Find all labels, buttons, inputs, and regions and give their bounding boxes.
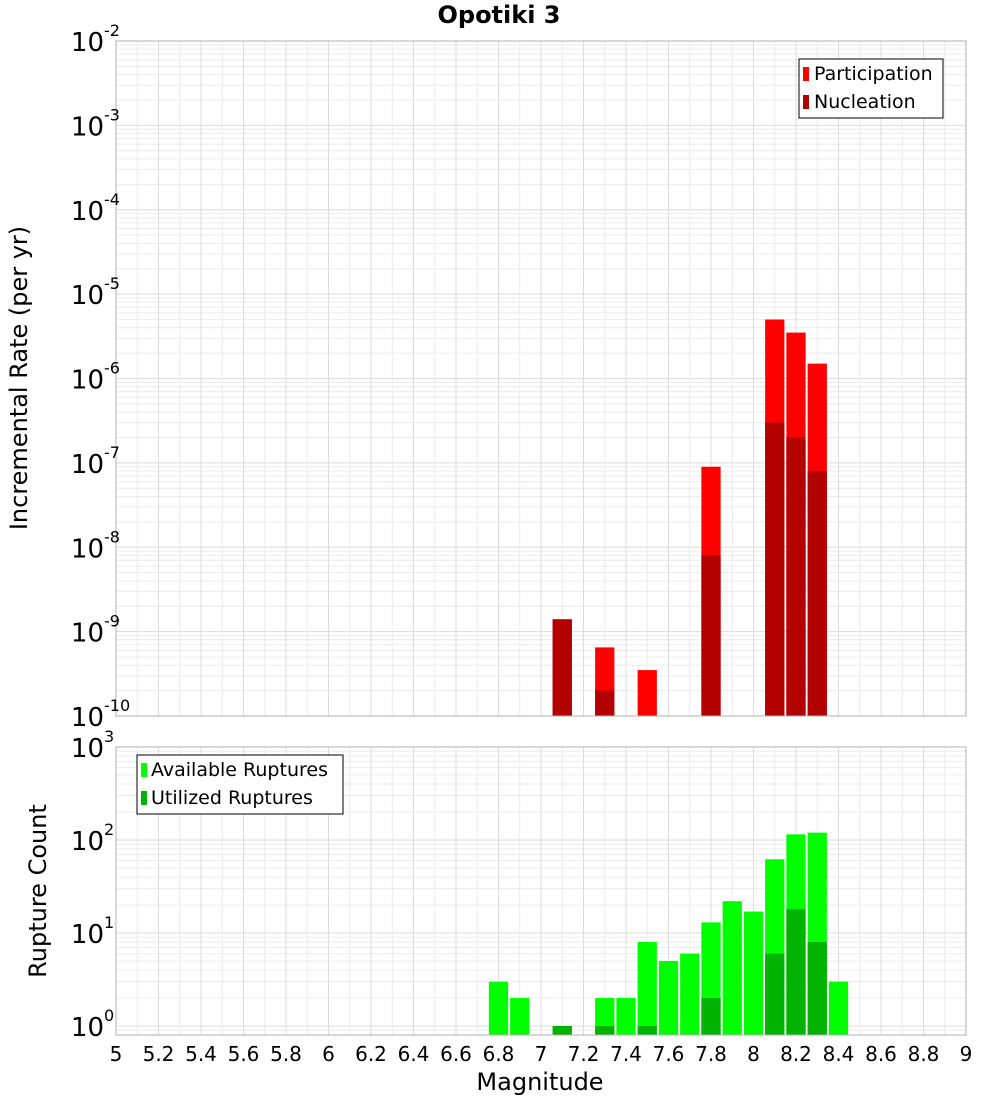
rate-y-tick-exponent: -4 [104,190,120,209]
x-tick-label: 8.6 [865,1042,897,1066]
x-tick-label: 7.6 [653,1042,685,1066]
rate-bar-nucleation [765,422,785,716]
x-tick-label: 8.2 [780,1042,812,1066]
rate-y-ticks: 10-210-310-410-510-610-710-810-910-10 [71,21,130,733]
count-bar-available-ruptures [488,981,509,1035]
legend-swatch-utilized [141,791,147,805]
x-tick-label: 6.8 [483,1042,515,1066]
rate-legend: Participation Nucleation [798,58,944,119]
count-bar-available-ruptures [828,981,849,1035]
rate-bar-nucleation [807,471,827,716]
count-bar-available-ruptures [680,953,700,1035]
rate-y-tick-base: 10 [71,366,104,396]
rate-y-tick-base: 10 [71,619,104,649]
count-y-tick-exponent: 2 [104,820,114,839]
count-y-tick-exponent: 0 [104,1006,114,1025]
count-y-tick-base: 10 [71,1013,104,1043]
chart-title: Opotiki 3 [437,1,560,29]
count-bar-available-ruptures [510,997,530,1035]
x-tick-label: 7 [535,1042,548,1066]
legend-swatch-participation [803,67,809,81]
rate-y-tick-base: 10 [71,281,104,311]
count-bar-available-ruptures [637,942,657,1035]
rate-bar-nucleation [786,437,806,716]
x-tick-label: 6.6 [440,1042,472,1066]
legend-label-available: Available Ruptures [151,759,328,781]
x-axis-label: Magnitude [476,1068,603,1096]
count-bar-utilized-ruptures [765,953,785,1035]
x-tick-label: 7.2 [568,1042,600,1066]
x-tick-label: 6.4 [398,1042,430,1066]
rate-panel: 10-210-310-410-510-610-710-810-910-10 In… [5,21,967,733]
rate-y-tick-base: 10 [71,703,104,733]
x-tick-label: 8.4 [823,1042,855,1066]
count-bar-utilized-ruptures [807,942,827,1035]
count-y-tick-exponent: 3 [104,727,114,746]
count-bar-utilized-ruptures [637,1025,657,1035]
x-tick-label: 9 [960,1042,973,1066]
count-bar-utilized-ruptures [701,997,721,1035]
rate-y-tick-exponent: -8 [104,527,120,546]
rate-y-tick-base: 10 [71,450,104,480]
count-y-tick-base: 10 [71,920,104,950]
legend-swatch-nucleation [803,95,809,109]
rate-y-tick-base: 10 [71,197,104,227]
x-tick-label: 6.2 [355,1042,387,1066]
rate-y-tick-exponent: -6 [104,359,120,378]
count-bar-available-ruptures [722,901,742,1035]
rate-grid [115,40,967,717]
x-tick-label: 8 [747,1042,760,1066]
count-bar-utilized-ruptures [552,1025,572,1035]
count-y-axis-label: Rupture Count [24,804,52,978]
rate-bars [552,319,827,716]
rate-bar-nucleation [552,619,572,716]
count-bar-utilized-ruptures [595,1025,615,1035]
legend-swatch-available [141,763,147,777]
x-tick-label: 7.8 [695,1042,727,1066]
count-plot-border [115,746,967,1036]
count-y-tick-base: 10 [71,734,104,764]
x-tick-labels: 5 5.2 5.4 5.6 5.8 6 6.2 6.4 6.6 6.8 7 7.2 7.4 7.6 7.8 8… [110,1042,973,1066]
x-tick-label: 5.2 [143,1042,175,1066]
x-tick-label: 5.8 [270,1042,302,1066]
rate-bar-participation [637,670,657,716]
rate-y-tick-base: 10 [71,112,104,142]
count-legend-box [136,754,344,815]
count-bar-available-ruptures [616,997,636,1035]
rate-y-tick-exponent: -3 [104,105,120,124]
count-bar-available-ruptures [743,911,764,1035]
count-y-tick-base: 10 [71,827,104,857]
count-y-tick-exponent: 1 [104,913,114,932]
count-bar-available-ruptures [595,997,615,1035]
rate-y-axis-label: Incremental Rate (per yr) [5,226,33,530]
count-bar-utilized-ruptures [786,909,806,1035]
x-tick-label: 7.4 [610,1042,642,1066]
rate-y-tick-exponent: -7 [104,443,120,462]
rate-legend-box [798,58,944,119]
legend-label-participation: Participation [814,63,933,85]
rate-y-tick-base: 10 [71,534,104,564]
rate-bar-nucleation [701,555,721,716]
rate-plot-border [115,40,967,717]
x-tick-label: 5 [110,1042,123,1066]
legend-label-utilized: Utilized Ruptures [151,787,313,809]
legend-label-nucleation: Nucleation [814,91,916,113]
rate-y-tick-exponent: -10 [104,696,130,715]
rate-y-tick-exponent: -9 [104,612,120,631]
x-tick-label: 5.4 [185,1042,217,1066]
count-legend: Available Ruptures Utilized Ruptures [136,754,344,815]
x-tick-label: 8.8 [908,1042,940,1066]
rate-y-tick-exponent: -5 [104,274,120,293]
rate-bar-nucleation [595,690,615,716]
x-tick-label: 6 [322,1042,335,1066]
x-tick-label: 5.6 [228,1042,260,1066]
count-bars [488,832,849,1035]
rate-y-tick-exponent: -2 [104,21,120,40]
rate-y-tick-base: 10 [71,28,104,58]
count-bar-available-ruptures [658,960,679,1035]
